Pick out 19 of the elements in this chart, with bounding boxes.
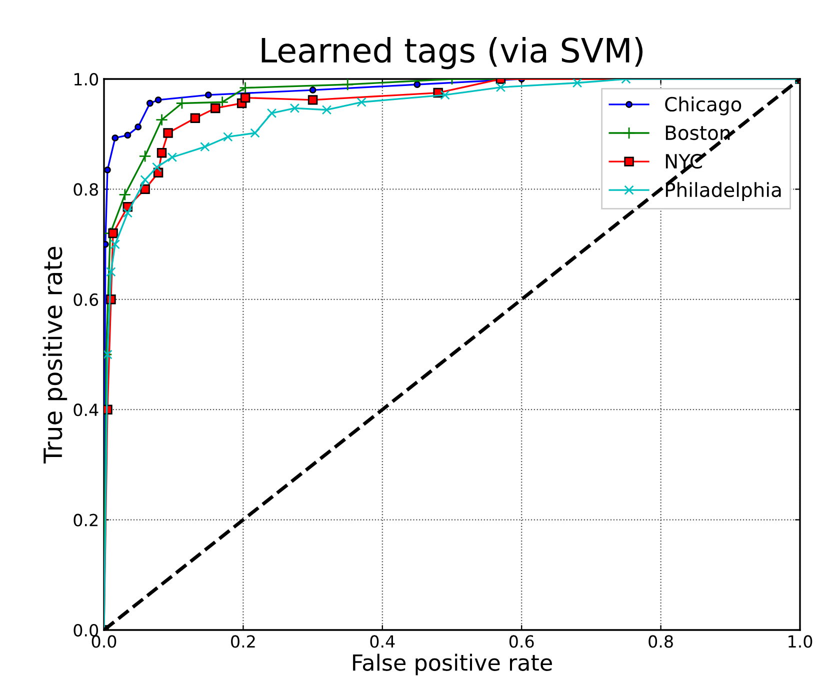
- y-tick-label: 1.0: [74, 72, 98, 86]
- y-axis-title: True positive rate: [42, 246, 68, 464]
- legend-label: Philadelphia: [666, 182, 781, 201]
- x-tick-label: 0.2: [231, 635, 255, 648]
- y-tick-label: 0.2: [74, 514, 98, 526]
- chart-title: Learned tags (via SVM): [262, 37, 643, 70]
- legend-label: Chicago: [665, 96, 742, 116]
- x-tick-label: 0.6: [509, 635, 534, 648]
- x-tick-label: 0.4: [370, 635, 395, 648]
- x-tick-label: 0.0: [92, 635, 116, 648]
- y-tick-label: 0.4: [74, 404, 98, 416]
- legend-label: NYC: [666, 154, 702, 169]
- legend-label: Boston: [666, 126, 730, 140]
- x-tick-label: 1.0: [788, 635, 812, 648]
- y-tick-label: 0.0: [74, 624, 98, 637]
- x-axis-title: False positive rate: [353, 654, 552, 676]
- y-tick-label: 0.6: [74, 293, 98, 306]
- x-tick-label: 0.8: [648, 635, 673, 648]
- y-tick-label: 0.8: [74, 183, 98, 196]
